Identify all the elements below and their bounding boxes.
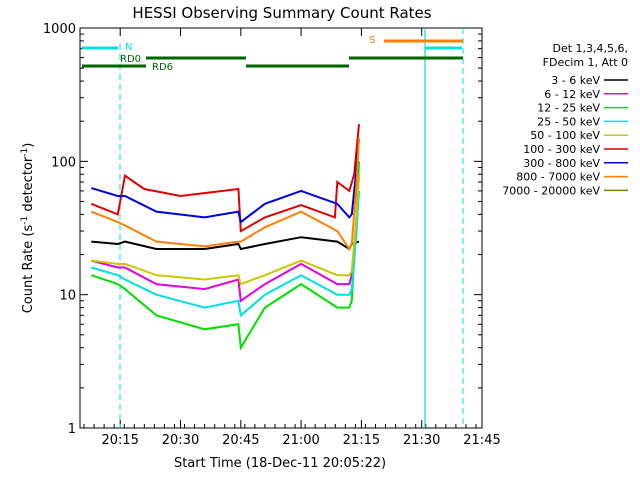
series-line bbox=[90, 124, 360, 233]
y-axis-label-mid: detector bbox=[21, 156, 36, 216]
x-axis-ticks: 20:15 20:30 20:45 21:00 21:15 21:30 21:45 bbox=[83, 28, 501, 448]
x-tick-label: 20:45 bbox=[222, 433, 259, 448]
plot-frame bbox=[79, 27, 483, 429]
legend-header-1: Det 1,3,4,5,6, bbox=[552, 42, 628, 55]
x-tick-label: 21:00 bbox=[282, 433, 319, 448]
y-axis-ticks: 1 10 100 1000 bbox=[43, 22, 482, 437]
x-tick-label: 21:15 bbox=[343, 433, 380, 448]
y-axis-label: Count Rate (s-1 detector-1) bbox=[20, 143, 36, 314]
x-tick-label: 21:45 bbox=[463, 433, 500, 448]
series-line bbox=[90, 137, 360, 251]
legend-entry: 25 - 50 keV bbox=[537, 115, 600, 128]
legend: Det 1,3,4,5,6, FDecim 1, Att 0 3 - 6 keV… bbox=[502, 42, 628, 197]
x-axis-label: Start Time (18-Dec-11 20:05:22) bbox=[174, 456, 386, 471]
rd0-label: RD0 bbox=[120, 54, 141, 65]
y-tick-label: 1000 bbox=[43, 22, 76, 37]
y-tick-label: 1 bbox=[68, 422, 76, 437]
x-tick-label: 21:30 bbox=[403, 433, 440, 448]
legend-entry: 6 - 12 keV bbox=[544, 88, 600, 101]
series-line bbox=[91, 137, 360, 224]
series-line bbox=[91, 174, 360, 286]
flag-n-label: N bbox=[125, 42, 132, 53]
x-tick-label: 20:30 bbox=[162, 433, 199, 448]
legend-header-2: FDecim 1, Att 0 bbox=[543, 56, 628, 69]
legend-entry: 7000 - 20000 keV bbox=[502, 184, 600, 197]
y-axis-label-end: ) bbox=[21, 143, 36, 148]
series-line bbox=[91, 190, 360, 318]
legend-entry: 300 - 800 keV bbox=[523, 157, 600, 170]
y-tick-label: 10 bbox=[59, 289, 76, 304]
series-lines bbox=[90, 124, 360, 351]
y-axis-label-main: Count Rate (s bbox=[21, 225, 36, 314]
rd6-label: RD6 bbox=[152, 62, 173, 73]
legend-entry: 50 - 100 keV bbox=[530, 129, 600, 142]
series-line bbox=[90, 161, 360, 351]
series-line bbox=[91, 174, 360, 303]
y-axis-label-sup2: -1 bbox=[20, 148, 30, 157]
legend-entry: 3 - 6 keV bbox=[551, 74, 600, 87]
legend-entry: 800 - 7000 keV bbox=[516, 171, 600, 184]
chart-title: HESSI Observing Summary Count Rates bbox=[132, 4, 431, 22]
legend-entry: 100 - 300 keV bbox=[523, 143, 600, 156]
plot-area bbox=[79, 27, 483, 429]
y-tick-label: 100 bbox=[51, 155, 76, 170]
y-axis-label-sup1: -1 bbox=[20, 216, 30, 225]
legend-entry: 12 - 25 keV bbox=[537, 102, 600, 115]
x-tick-label: 20:15 bbox=[101, 433, 138, 448]
flag-s-label: S bbox=[369, 35, 375, 46]
